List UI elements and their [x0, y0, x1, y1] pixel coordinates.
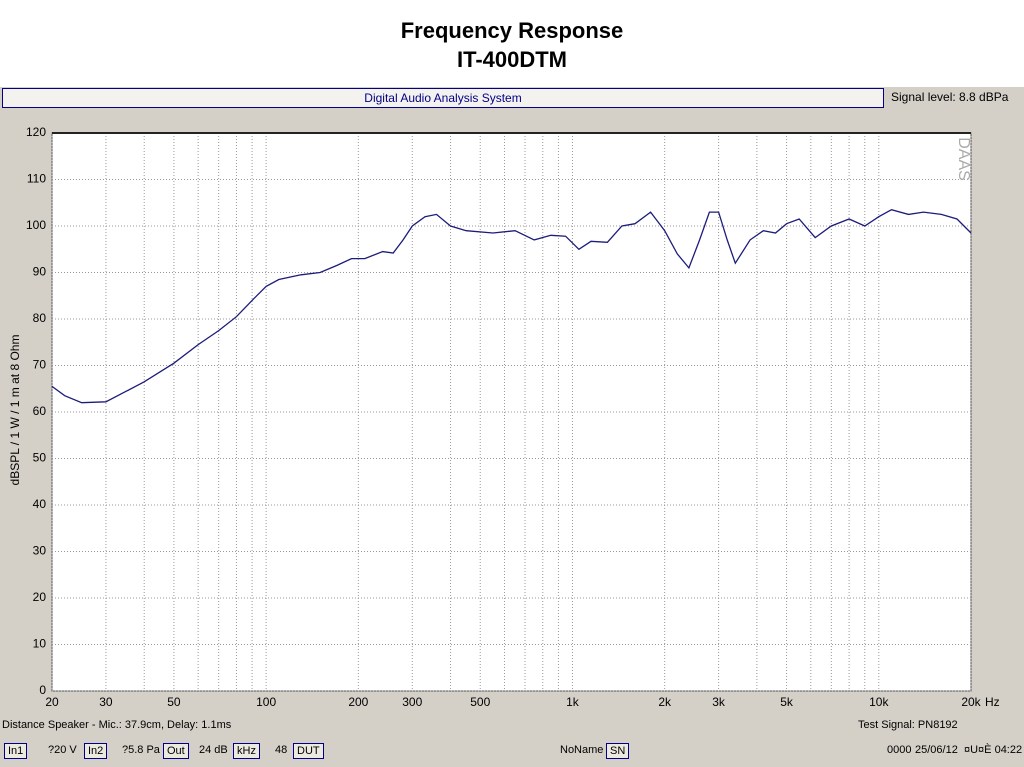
y-tick-label: 50 [33, 451, 47, 465]
y-tick-label: 120 [26, 125, 46, 139]
page-subtitle: IT-400DTM [456, 47, 568, 72]
x-tick-label: 20 [45, 695, 59, 709]
status-button[interactable]: DUT [293, 743, 324, 759]
test-signal: Test Signal: PN8192 [858, 719, 958, 731]
x-tick-label: 200 [348, 695, 368, 709]
x-tick-label: 5k [780, 695, 794, 709]
frequency-response-line [51, 209, 972, 404]
status-button[interactable]: In2 [84, 743, 108, 759]
y-axis-label: dBSPL / 1 W / 1 m at 8 Ohm [8, 335, 22, 486]
window-header: Digital Audio Analysis System [2, 88, 884, 108]
status-text: 48 [275, 744, 288, 756]
x-tick-label: 50 [167, 695, 181, 709]
x-unit: Hz [985, 695, 1000, 709]
status-button[interactable]: In1 [4, 743, 28, 759]
y-tick-label: 100 [26, 218, 46, 232]
y-tick-label: 30 [33, 544, 47, 558]
status-button[interactable]: Out [163, 743, 189, 759]
x-tick-label: 100 [256, 695, 276, 709]
x-tick-label: 500 [470, 695, 490, 709]
x-tick-label: 10k [869, 695, 889, 709]
y-tick-label: 10 [33, 637, 47, 651]
x-tick-label: 20k [961, 695, 981, 709]
x-tick-label: 3k [712, 695, 726, 709]
x-tick-label: 1k [566, 695, 580, 709]
x-tick-label: 300 [402, 695, 422, 709]
status-button[interactable]: kHz [233, 743, 260, 759]
page-title: Frequency Response [400, 18, 624, 43]
y-tick-label: 80 [33, 311, 47, 325]
signal-level: Signal level: 8.8 dBPa [891, 90, 1009, 104]
status-text: 25/06/12 [915, 744, 958, 756]
status-button[interactable]: SN [606, 743, 630, 759]
x-tick-label: 30 [99, 695, 113, 709]
y-tick-label: 20 [33, 590, 47, 604]
status-text: 24 dB [199, 744, 228, 756]
status-text: ?5.8 Pa [122, 744, 160, 756]
distance-info: Distance Speaker - Mic.: 37.9cm, Delay: … [2, 719, 232, 731]
y-tick-label: 110 [27, 172, 46, 186]
y-tick-label: 70 [33, 358, 47, 372]
status-text: NoName [560, 744, 604, 756]
y-tick-label: 40 [33, 497, 47, 511]
watermark: DAAS [955, 137, 972, 181]
status-text: ?20 V [48, 744, 77, 756]
y-tick-label: 0 [39, 683, 46, 697]
status-text: ¤U¤È 04:22 [964, 744, 1023, 756]
y-tick-label: 90 [33, 265, 47, 279]
x-tick-label: 2k [658, 695, 672, 709]
y-tick-label: 60 [33, 404, 47, 418]
status-text: 0000 [887, 744, 912, 756]
